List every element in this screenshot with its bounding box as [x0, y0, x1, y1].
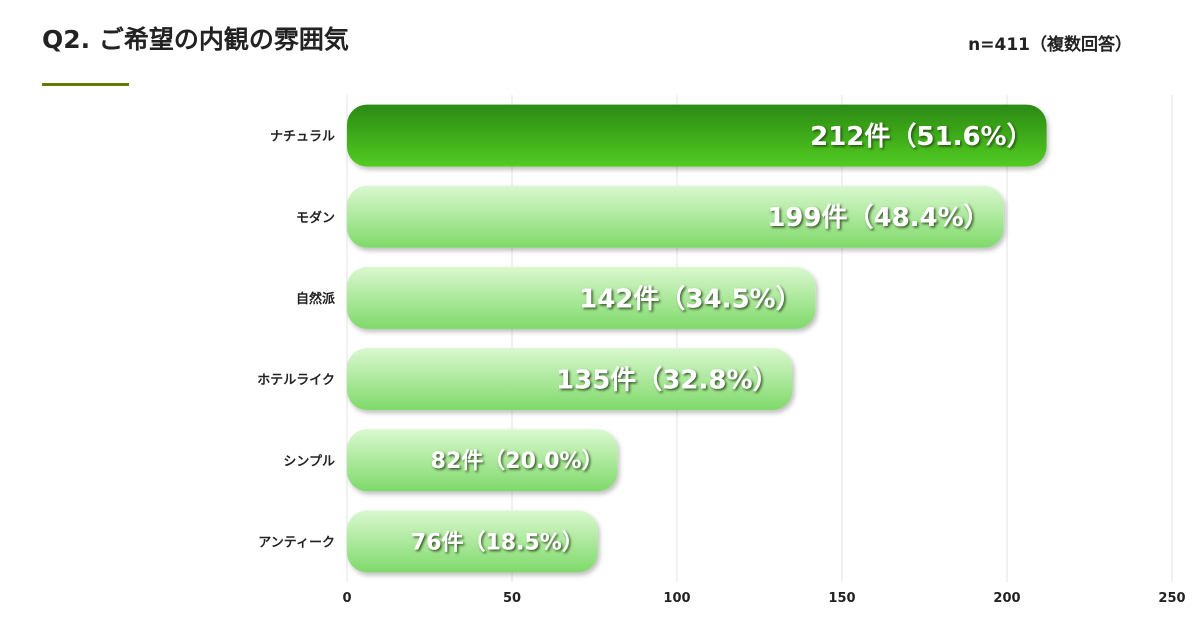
title-underline — [42, 83, 129, 86]
chart-title: Q2. ご希望の内観の雰囲気 — [42, 25, 349, 54]
bar-2 — [347, 266, 816, 329]
x-tick-label: 100 — [663, 591, 690, 606]
bar-0 — [347, 104, 1047, 167]
bars — [347, 104, 1047, 573]
bar-4 — [347, 429, 618, 492]
category-label: シンプル — [283, 454, 335, 469]
sample-size-note: n=411（複数回答） — [968, 35, 1132, 55]
category-label: モダン — [296, 210, 335, 226]
bar-value-label: 212件（51.6%） — [810, 122, 1032, 152]
bar-value-label: 199件（48.4%） — [767, 203, 989, 233]
category-label: 自然派 — [296, 291, 336, 307]
bar-value-label: 82件（20.0%） — [431, 449, 604, 474]
bar-value-label: 142件（34.5%） — [579, 284, 801, 314]
bar-3 — [347, 348, 793, 411]
category-label: ホテルライク — [257, 373, 335, 388]
x-tick-label: 0 — [342, 591, 351, 606]
x-axis-ticks: 0 50 100 150 200 250 — [342, 591, 1185, 606]
x-tick-label: 50 — [503, 591, 521, 606]
category-label: ナチュラル — [270, 130, 335, 145]
x-tick-label: 250 — [1158, 591, 1185, 606]
category-label: アンティーク — [258, 535, 335, 550]
grid-lines — [346, 95, 1173, 582]
x-tick-label: 150 — [828, 591, 855, 606]
bar-value-label: 135件（32.8%） — [556, 365, 778, 395]
bar-value-labels: 212件（51.6%） 199件（48.4%） 142件（34.5%） 135件（32… — [411, 122, 1033, 555]
bar-5 — [347, 510, 598, 573]
bar-value-label: 76件（18.5%） — [411, 530, 584, 555]
x-tick-label: 200 — [993, 591, 1020, 606]
bar-1 — [347, 185, 1004, 248]
